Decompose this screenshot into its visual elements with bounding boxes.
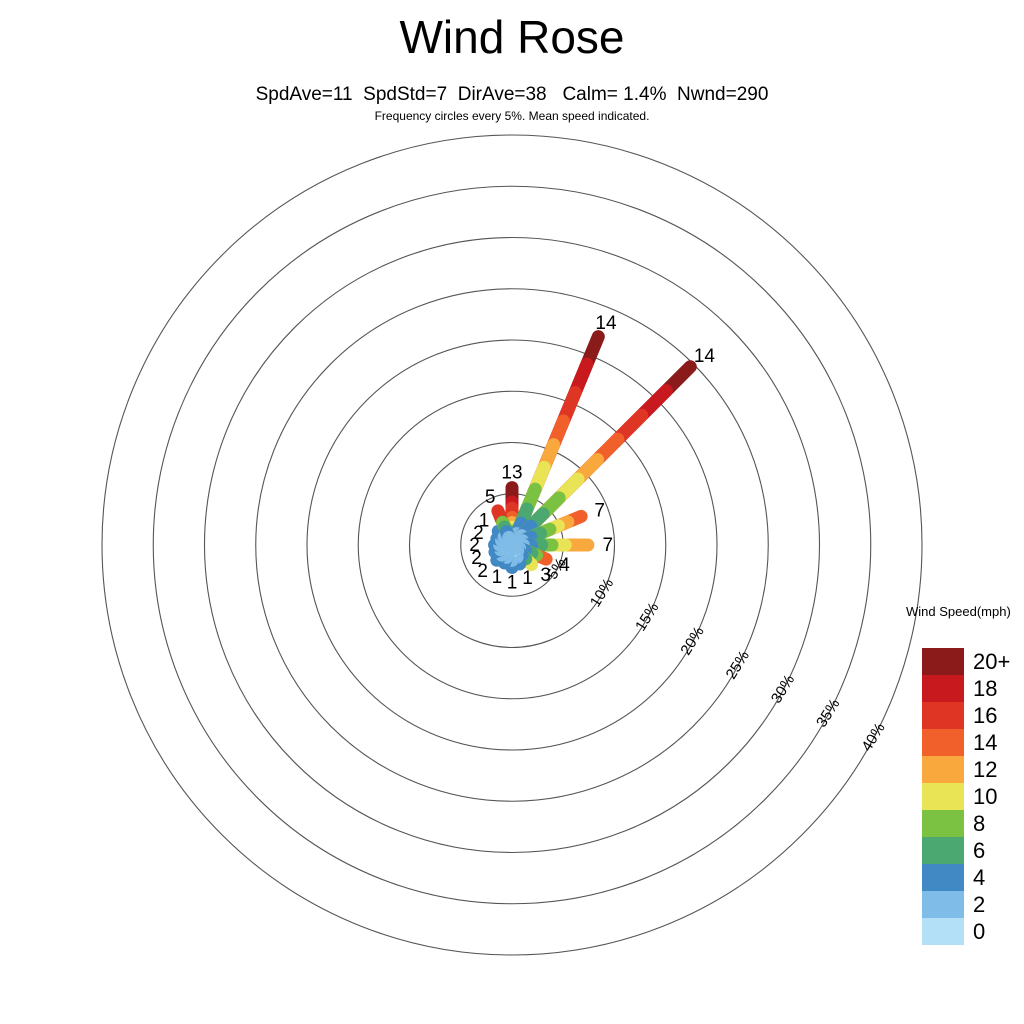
legend-swatch [922,837,964,864]
legend-label: 6 [973,838,986,863]
ring-label: 40% [858,720,888,754]
ring-label: 35% [813,696,843,730]
mean-speed-label: 1 [492,567,503,588]
mean-speed-label: 5 [485,487,496,508]
legend-label: 14 [973,730,998,755]
calm-hub [501,534,523,556]
page-title: Wind Rose [399,11,625,63]
legend-label: 12 [973,757,998,782]
legend-label: 8 [973,811,986,836]
mean-speed-label: 1 [479,511,490,532]
legend-swatch [922,891,964,918]
legend-label: 2 [973,892,986,917]
legend-label: 18 [973,676,998,701]
mean-speed-label: 2 [473,523,484,544]
legend-swatch [922,756,964,783]
legend-swatch [922,810,964,837]
frequency-ring [408,441,616,649]
ring-label: 25% [723,648,753,682]
legend-label-list: 20+ 18 16 14 12 10 8 6 4 2 0 [964,648,1010,945]
ring-label: 15% [632,600,662,634]
mean-speed-label: 2 [469,535,480,556]
frequency-ring [357,390,667,700]
legend-swatch [922,918,964,945]
frequency-rings [101,134,923,956]
ring-label: 20% [677,624,707,658]
mean-speed-label: 14 [694,346,716,367]
statistics-line: SpdAve=11 SpdStd=7 DirAve=38 Calm= 1.4% … [255,84,769,105]
legend-label: 16 [973,703,998,728]
ring-label: 30% [768,672,798,706]
mean-speed-label: 2 [471,548,482,569]
legend-swatch [922,783,964,810]
legend-label: 10 [973,784,998,809]
legend-swatch [922,648,964,675]
ring-labels: 5%10%15%20%25%30%35%40% [544,555,889,754]
frequency-ring [306,339,718,751]
ring-label: 10% [587,576,617,610]
mean-speed-label: 7 [594,501,605,522]
subtitle-note: Frequency circles every 5%. Mean speed i… [374,109,650,123]
legend-swatch [922,729,964,756]
mean-speed-label: 2 [477,561,488,582]
mean-speed-label: 4 [559,555,570,576]
legend-title: Wind Speed(mph) [906,604,1011,619]
mean-speed-label: 13 [501,463,522,484]
mean-speed-label: 14 [595,313,617,334]
legend-swatch [922,702,964,729]
legend-color-scale [922,648,964,945]
legend-label: 20+ [973,649,1011,674]
wind-petals [488,330,697,575]
center-hub [501,534,523,556]
legend-label: 0 [973,919,986,944]
frequency-ring [255,288,769,802]
legend-swatch [922,675,964,702]
frequency-ring [152,185,872,905]
frequency-ring [203,236,821,854]
frequency-ring [101,134,923,956]
mean-speed-label: 3 [540,565,551,586]
legend-label: 4 [973,865,986,890]
mean-speed-label: 7 [603,535,614,556]
legend-swatch [922,864,964,891]
mean-speed-label: 1 [522,568,533,589]
mean-speed-label: 1 [507,573,518,594]
